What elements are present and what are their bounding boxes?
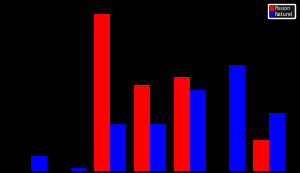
Legend: Fission, Naturel: Fission, Naturel xyxy=(268,4,295,18)
Bar xyxy=(134,85,150,171)
Bar xyxy=(31,156,47,171)
Bar xyxy=(269,113,285,171)
Bar xyxy=(110,124,126,171)
Bar xyxy=(190,90,206,171)
Bar xyxy=(174,77,190,171)
Bar xyxy=(230,65,245,171)
Bar xyxy=(253,140,269,171)
Bar xyxy=(70,168,86,171)
Bar xyxy=(150,124,166,171)
Bar xyxy=(94,14,110,171)
